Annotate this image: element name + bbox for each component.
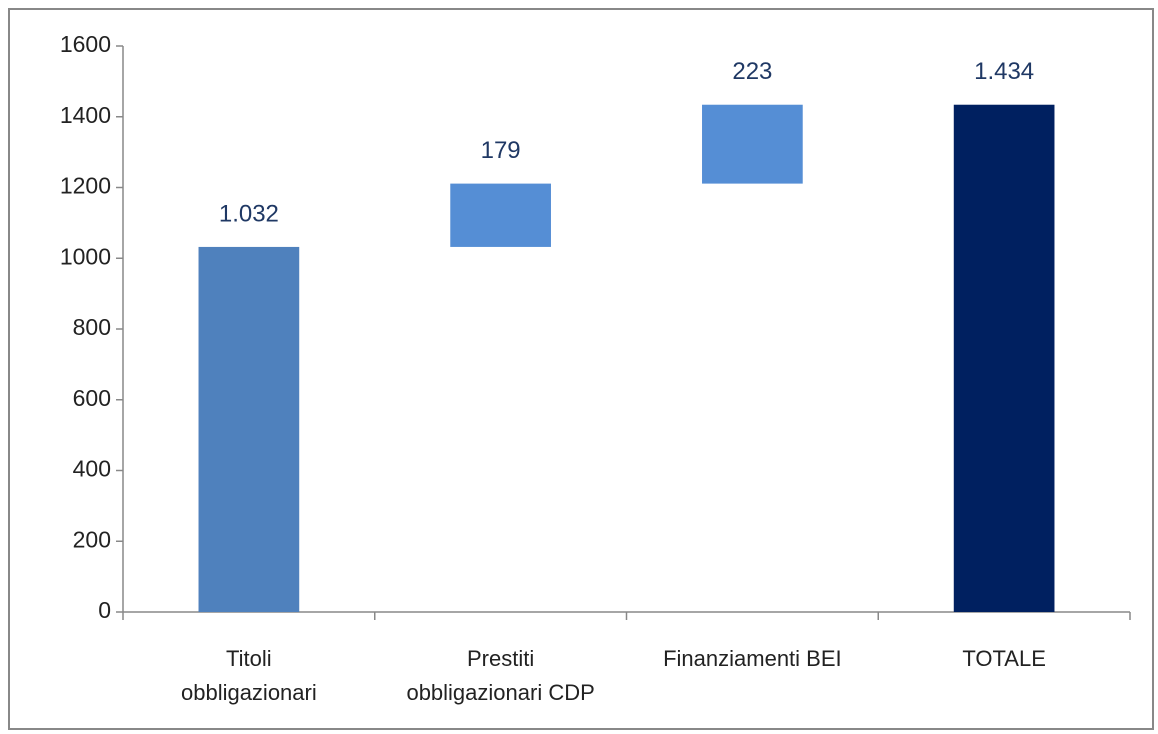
x-tick-label: Finanziamenti BEI [663,646,842,671]
y-tick-label: 1200 [60,173,111,199]
x-tick-label: Prestiti [467,646,534,671]
value-label: 1.032 [219,200,279,227]
y-tick-label: 1400 [60,102,111,128]
y-tick-label: 0 [98,597,111,623]
value-label: 179 [481,137,521,164]
y-tick-label: 1600 [60,31,111,57]
x-tick-label: obbligazionari CDP [406,680,594,705]
x-tick-label: Titoli [226,646,272,671]
value-label: 223 [732,58,772,85]
y-tick-label: 1000 [60,243,111,269]
chart-frame [8,8,1154,730]
y-tick-label: 400 [73,456,111,482]
bar [702,104,803,184]
bar [198,246,300,612]
value-label: 1.434 [974,58,1034,85]
bar [450,183,551,247]
x-tick-label: TOTALE [962,646,1046,671]
y-tick-label: 800 [73,314,111,340]
y-tick-label: 200 [73,526,111,552]
bar [953,104,1055,612]
x-tick-label: obbligazionari [181,680,317,705]
y-tick-label: 600 [73,385,111,411]
